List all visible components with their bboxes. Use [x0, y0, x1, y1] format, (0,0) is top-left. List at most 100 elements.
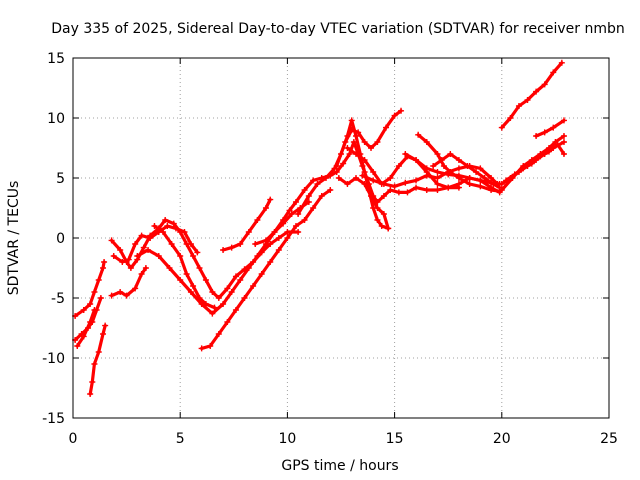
data-point-19-5 — [473, 169, 480, 175]
data-point-6-5 — [140, 244, 147, 251]
data-point-12-10 — [361, 169, 368, 175]
data-point-15-6 — [395, 163, 402, 169]
series-markers-8 — [151, 223, 218, 311]
data-point-3-1 — [89, 379, 96, 385]
data-point-19-7 — [490, 181, 497, 187]
data-point-0-1 — [80, 307, 87, 313]
data-point-5-0 — [110, 253, 117, 259]
data-point-3-4 — [100, 331, 107, 337]
data-point-12-0 — [295, 211, 302, 217]
data-point-2-1 — [80, 333, 87, 340]
data-point-12-7 — [348, 117, 355, 124]
data-point-12-8 — [353, 133, 360, 139]
data-point-11-11 — [340, 160, 347, 167]
data-point-11-3 — [280, 217, 287, 223]
data-point-16-3 — [391, 183, 398, 190]
data-point-16-0 — [359, 172, 366, 179]
data-point-15-1 — [353, 151, 360, 157]
data-point-9-14 — [318, 193, 325, 199]
data-point-14-0 — [335, 175, 342, 181]
chart-title: Day 335 of 2025, Sidereal Day-to-day VTE… — [51, 21, 625, 37]
data-point-4-3 — [132, 285, 139, 292]
data-point-24-0 — [533, 133, 540, 139]
data-point-7-1 — [145, 247, 152, 253]
data-point-10-1 — [228, 244, 235, 251]
data-point-9-5 — [241, 295, 248, 301]
data-point-8-8 — [211, 304, 218, 311]
data-point-7-5 — [187, 289, 194, 295]
data-point-9-13 — [310, 205, 317, 211]
data-point-23-7 — [560, 151, 567, 157]
y-tick-label-2: -5 — [51, 291, 65, 307]
data-point-17-1 — [413, 157, 420, 163]
x-tick-label-0: 0 — [69, 431, 78, 447]
data-point-8-3 — [177, 253, 184, 259]
series-line-4 — [110, 266, 148, 298]
y-tick-label-3: 0 — [56, 231, 65, 247]
data-point-4-0 — [108, 292, 115, 299]
data-point-6-3 — [127, 265, 134, 271]
series-line-24 — [534, 118, 566, 138]
data-point-3-2 — [91, 361, 98, 367]
data-point-9-2 — [215, 331, 222, 337]
data-point-8-1 — [160, 229, 167, 235]
data-point-0-3 — [91, 289, 98, 295]
series-line-17 — [403, 152, 502, 194]
data-point-12-14 — [378, 223, 385, 229]
data-point-22-0 — [498, 187, 505, 193]
x-tick-label-1: 5 — [176, 431, 185, 447]
data-point-18-3 — [440, 163, 447, 169]
series-line-18 — [416, 133, 502, 193]
data-point-17-5 — [455, 181, 462, 187]
data-point-0-4 — [95, 277, 102, 283]
data-point-11-4 — [286, 207, 293, 214]
data-point-11-6 — [301, 187, 308, 193]
data-point-5-7 — [164, 223, 171, 229]
data-point-8-7 — [202, 301, 209, 307]
series-markers-19 — [430, 151, 503, 191]
data-point-6-2 — [123, 259, 130, 265]
data-point-14-4 — [368, 193, 375, 199]
data-point-19-3 — [455, 157, 462, 163]
data-point-11-5 — [292, 199, 299, 205]
data-point-17-7 — [477, 177, 484, 184]
data-point-19-2 — [447, 151, 454, 157]
data-point-14-1 — [344, 181, 351, 187]
y-tick-label-0: -15 — [42, 411, 65, 427]
data-point-20-4 — [533, 88, 540, 95]
data-point-11-25 — [434, 187, 441, 193]
y-tick-label-1: -10 — [42, 351, 65, 367]
data-point-13-7 — [383, 124, 390, 131]
data-point-6-14 — [202, 277, 209, 283]
series-markers-10 — [220, 196, 274, 253]
data-point-6-10 — [177, 229, 184, 235]
data-point-10-2 — [237, 241, 244, 247]
y-tick-label-5: 10 — [47, 111, 65, 127]
series-line-20 — [500, 61, 564, 130]
series-line-0 — [73, 260, 106, 318]
series-markers-0 — [72, 259, 108, 319]
data-point-23-6 — [554, 141, 561, 148]
grid — [73, 58, 609, 418]
tick-labels: 0 5 10 15 20 25 -15 -10 -5 0 5 10 15 — [42, 51, 618, 447]
data-point-10-0 — [220, 247, 227, 253]
data-point-12-2 — [314, 181, 321, 187]
data-point-16-12 — [488, 175, 495, 181]
data-point-1-5 — [97, 295, 104, 301]
data-point-9-0 — [198, 345, 205, 352]
data-point-13-1 — [342, 139, 349, 145]
data-point-9-10 — [284, 235, 291, 241]
data-point-7-9 — [228, 289, 235, 295]
data-point-19-6 — [481, 175, 488, 181]
data-point-11-23 — [413, 184, 420, 191]
data-point-20-2 — [515, 103, 522, 109]
data-point-16-1 — [370, 177, 377, 184]
data-point-18-7 — [477, 183, 484, 190]
series-line-9 — [200, 188, 332, 350]
data-point-18-5 — [455, 175, 462, 181]
data-point-9-6 — [250, 283, 257, 289]
data-point-7-0 — [134, 253, 141, 259]
data-point-20-0 — [498, 124, 505, 131]
data-point-22-7 — [560, 133, 567, 139]
data-point-17-0 — [402, 151, 409, 157]
